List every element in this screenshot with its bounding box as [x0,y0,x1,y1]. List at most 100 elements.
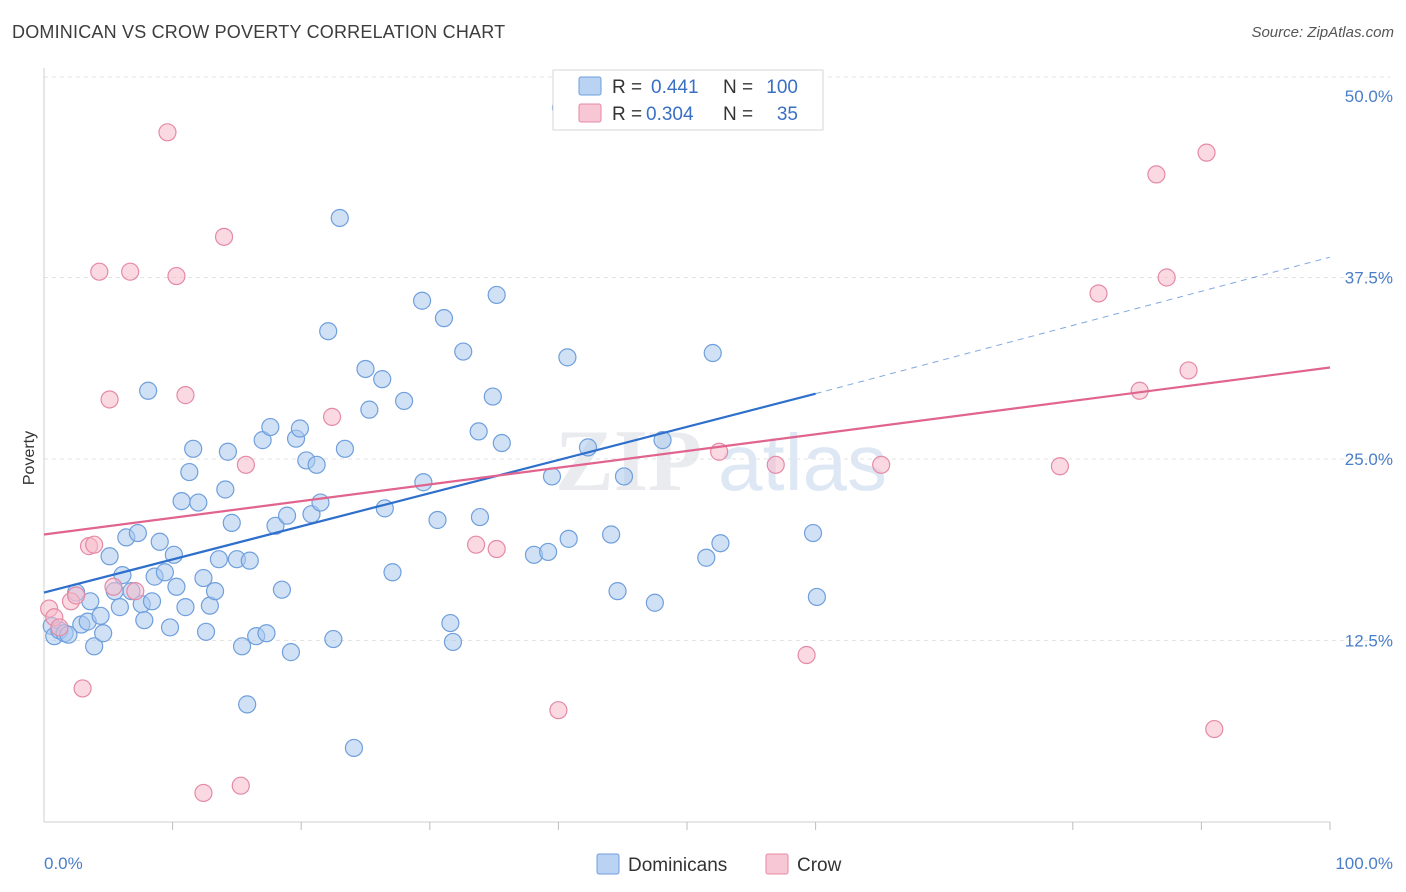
dominicans-point-29 [172,492,191,511]
dominicans-point-32 [184,439,203,458]
crow-point-35 [1205,719,1224,739]
crow-point-7 [85,535,104,554]
dominicans-point-28 [167,577,186,596]
bottom-legend-swatch-crow [765,853,789,875]
dominicans-point-21 [139,381,158,400]
crow-point-14 [167,266,186,286]
crow-point-13 [158,123,177,142]
crow-point-12 [126,582,145,601]
crow-point-34 [1197,143,1216,162]
dominicans-point-50 [266,516,285,535]
dominicans-point-99 [807,587,826,607]
dominicans-point-37 [205,582,225,601]
dominicans-point-74 [434,309,454,328]
dominicans-point-93 [645,593,664,612]
crow-point-5 [73,679,92,698]
x-tick-labels: 0.0% 100.0% [44,854,1393,873]
dominicans-point-95 [697,548,716,567]
dominicans-point-45 [240,551,259,570]
crow-point-10 [104,577,123,596]
dominicans-point-52 [277,506,297,525]
crow-point-26 [797,645,816,665]
dominicans-trend-line [43,392,816,594]
x-tick-label-1: 100.0% [1335,854,1393,873]
dominicans-point-31 [180,462,199,482]
dominicans-point-90 [602,525,621,544]
dominicans-point-98 [803,523,823,543]
bottom-legend-label-dominicans: Dominicans [628,855,727,876]
y-tick-label-3: 50.0% [1345,87,1393,106]
dominicans-point-86 [559,529,578,548]
legend-n-label-crow: N = [723,104,753,125]
crow-point-29 [1089,284,1108,303]
crow-point-33 [1179,361,1198,380]
crow-point-28 [1050,457,1070,476]
dominicans-point-78 [469,422,488,441]
crow-point-18 [231,776,250,795]
dominicans-point-51 [272,580,292,599]
y-axis-label: Poverty [21,431,38,485]
crow-point-31 [1147,165,1166,184]
watermark-atlas: atlas [718,418,887,507]
crow-point-9 [100,390,119,409]
crow-point-21 [466,535,486,554]
legend-r-value-crow: 0.304 [646,104,694,125]
legend-r-label-dominicans: R = [612,77,642,98]
dominicans-point-84 [539,542,558,562]
legend-swatch-crow [578,103,602,123]
dominicans-point-81 [487,285,506,305]
dominicans-point-67 [373,370,392,389]
dominicans-point-26 [160,618,180,637]
dominicans-point-11 [94,624,113,643]
dominicans-point-35 [196,622,216,641]
dominicans-point-43 [232,637,252,656]
dominicans-point-91 [608,582,627,601]
chart-title: DOMINICAN VS CROW POVERTY CORRELATION CH… [12,22,506,42]
dominicans-point-76 [443,632,463,652]
dominicans-point-72 [414,473,433,492]
bottom-legend-label-crow: Crow [797,855,842,876]
legend-n-label-dominicans: N = [723,77,753,98]
dominicans-point-77 [454,342,473,361]
y-tick-label-2: 37.5% [1345,269,1393,288]
stats-legend: R = 0.441 N = 100 R = 0.304 N = 35 [552,69,824,131]
x-tick-label-0: 0.0% [44,854,83,873]
crow-point-25 [766,455,785,474]
crow-point-2 [50,618,69,637]
legend-n-value-crow: 35 [777,104,798,125]
legend-r-label-crow: R = [612,104,642,125]
dominicans-point-63 [335,439,355,458]
dominicans-point-96 [703,343,722,363]
dominicans-point-24 [150,532,169,551]
dominicans-point-44 [238,695,257,714]
legend-n-value-dominicans: 100 [766,77,798,98]
dominicans-point-70 [394,391,414,411]
crow-point-15 [176,386,195,405]
crow-point-22 [487,539,506,559]
crow-point-8 [90,262,109,281]
dominicans-point-75 [441,613,460,633]
crow-point-32 [1157,268,1176,287]
dominicans-point-71 [412,291,432,310]
dominicans-point-18 [128,523,147,543]
dominicans-point-65 [356,359,375,379]
dominicans-point-79 [470,507,490,527]
series-legend: Dominicans Crow [596,853,842,876]
dominicans-point-69 [383,563,402,582]
dominicans-point-40 [218,442,237,461]
dominicans-point-14 [110,598,129,617]
dominicans-point-30 [176,598,195,617]
y-tick-labels: 12.5% 25.0% 37.5% 50.0% [1345,87,1393,651]
dominicans-point-80 [483,387,502,406]
crow-point-23 [549,701,568,720]
legend-r-value-dominicans: 0.441 [651,77,699,98]
dominicans-point-10 [91,606,110,625]
trend-lines [43,256,1331,594]
dominicans-point-55 [290,419,310,438]
dominicans-point-41 [222,513,241,532]
crow-point-16 [194,783,213,803]
crow-point-4 [67,586,86,605]
dominicans-point-64 [344,738,364,758]
crow-point-20 [322,407,342,426]
